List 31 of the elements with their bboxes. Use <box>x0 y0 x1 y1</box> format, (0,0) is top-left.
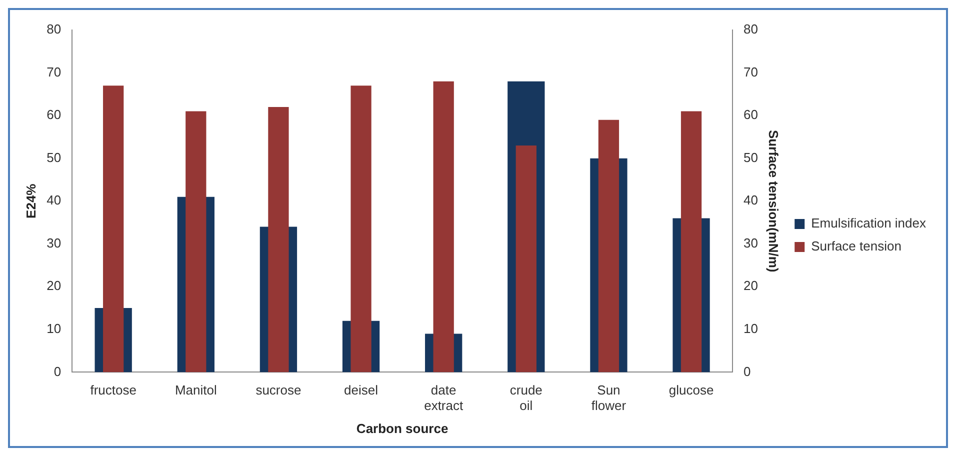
x-tick-label: crude oil <box>510 382 542 414</box>
y2-tick-label: 10 <box>744 321 758 336</box>
x-tick-label: sucrose <box>256 382 302 398</box>
y-tick-label: 70 <box>46 64 62 80</box>
y2-tick-label: 40 <box>744 192 758 208</box>
y2-tick-label: 50 <box>744 150 758 165</box>
x-tick-label: Sun flower <box>591 382 627 414</box>
legend-label: Surface tension <box>811 238 902 254</box>
y-tick-label: 0 <box>54 364 62 379</box>
y-tick-label: 20 <box>46 278 62 294</box>
legend-label: Emulsification index <box>811 216 926 231</box>
y-tick-label: 80 <box>46 22 62 37</box>
x-tick-label: Manitol <box>174 382 217 398</box>
y2-tick-label: 30 <box>744 235 758 250</box>
y2-tick-label: 80 <box>744 22 758 37</box>
y-tick-label: 50 <box>46 150 62 165</box>
x-axis-title: Carbon source <box>356 420 448 436</box>
y2-tick-label: 0 <box>744 364 751 379</box>
y2-tick-label: 20 <box>744 278 758 294</box>
y-axis-title: E24% <box>23 183 38 218</box>
y-tick-label: 60 <box>46 107 62 122</box>
x-tick-label: deisel <box>344 382 378 398</box>
y2-axis-title: Surface tension(mN/m) <box>766 130 782 272</box>
y-tick-label: 30 <box>46 235 62 250</box>
x-tick-label: date extract <box>424 382 464 414</box>
y2-tick-label: 70 <box>744 64 758 80</box>
x-tick-label: fructose <box>90 382 136 398</box>
x-tick-label: glucose <box>668 382 714 398</box>
y-tick-label: 40 <box>46 192 62 208</box>
y-tick-label: 10 <box>46 321 62 336</box>
y2-tick-label: 60 <box>744 107 758 122</box>
